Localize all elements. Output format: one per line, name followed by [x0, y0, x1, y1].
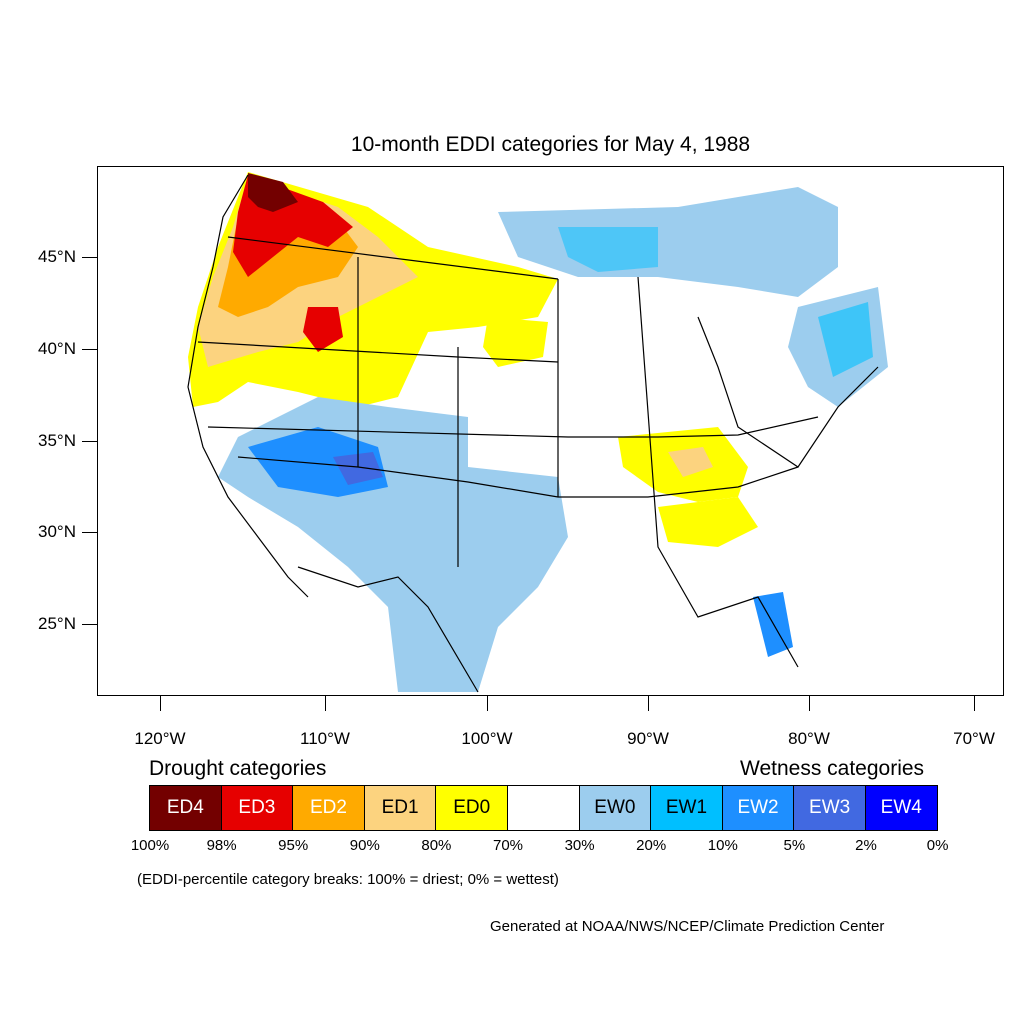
lon-label-70: 70°W [953, 729, 995, 748]
lat-tick [82, 624, 97, 625]
drought-ed0-dakotas [483, 317, 548, 367]
legend-box-ed0: ED0 [435, 785, 508, 831]
lon-tick [809, 696, 810, 711]
legend-break-label: 70% [492, 837, 524, 854]
lon-tick [648, 696, 649, 711]
legend-box-ew1: EW1 [650, 785, 723, 831]
legend-box-ew0: EW0 [578, 785, 652, 831]
legend-colorbar: ED4 ED3 ED2 ED1 ED0 EW0 EW1 EW2 EW3 EW4 [149, 785, 938, 831]
legend-box-ed2: ED2 [292, 785, 365, 831]
legend-break-label: 20% [636, 837, 667, 854]
wetness-ew3-utah [333, 452, 383, 485]
map-title: 10-month EDDI categories for May 4, 1988 [350, 133, 751, 156]
drought-ed0-southeast [658, 497, 758, 547]
legend-break-label: 98% [206, 837, 237, 854]
lat-label-45: 45°N [38, 247, 76, 266]
legend-box-ew4: EW4 [864, 785, 938, 831]
drought-ed3-idaho [303, 307, 343, 352]
wetness-ew0-north [498, 187, 838, 297]
lon-label-90: 90°W [627, 729, 669, 748]
legend-break-label: 30% [564, 837, 595, 854]
drought-heading: Drought categories [149, 757, 327, 780]
lat-label-30: 30°N [38, 522, 76, 541]
lat-label-35: 35°N [38, 431, 76, 450]
legend-break-label: 0% [926, 837, 949, 854]
lat-label-40: 40°N [38, 339, 76, 358]
legend-box-ew2: EW2 [721, 785, 795, 831]
legend-box-ed4: ED4 [149, 785, 222, 831]
lat-tick [82, 257, 97, 258]
lat-label-25: 25°N [38, 614, 76, 633]
lon-tick [325, 696, 326, 711]
legend-box-ed3: ED3 [220, 785, 294, 831]
lat-tick [82, 532, 97, 533]
legend-break-label: 10% [707, 837, 738, 854]
boundaries [187, 174, 879, 693]
map-area [97, 166, 1004, 696]
credit-text: Generated at NOAA/NWS/NCEP/Climate Predi… [490, 918, 885, 935]
eddi-map [187, 172, 888, 693]
lon-tick [160, 696, 161, 711]
lon-tick [487, 696, 488, 711]
legend-break-label: 90% [349, 837, 380, 854]
lon-label-80: 80°W [788, 729, 830, 748]
legend-break-label: 80% [421, 837, 452, 854]
lon-label-120: 120°W [134, 729, 186, 748]
legend-box-neutral [506, 785, 580, 831]
lon-label-110: 110°W [300, 729, 350, 748]
lon-tick [974, 696, 975, 711]
wetness-ew1-north [558, 227, 658, 272]
legend-box-ew3: EW3 [793, 785, 866, 831]
drought-ed1-kentucky [668, 447, 713, 477]
legend-box-ed1: ED1 [363, 785, 437, 831]
legend-break-label: 5% [783, 837, 806, 854]
drought-ed4-northwest [248, 173, 298, 212]
legend-break-label: 2% [855, 837, 877, 854]
wetness-heading: Wetness categories [740, 757, 925, 780]
lon-label-100: 100°W [461, 729, 513, 748]
wetness-ew1-northeast [818, 302, 873, 377]
legend-break-label: 95% [278, 837, 309, 854]
legend-break-label: 100% [130, 837, 170, 854]
lat-tick [82, 441, 97, 442]
lat-tick [82, 349, 97, 350]
legend-note: (EDDI-percentile category breaks: 100% =… [137, 871, 559, 888]
